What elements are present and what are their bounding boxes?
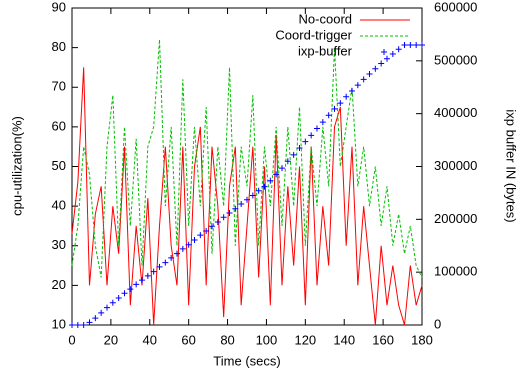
x-tick-label: 100 [256,332,278,347]
buffer-point [133,281,140,288]
buffer-point [209,223,215,230]
buffer-point [401,41,408,48]
buffer-point [378,60,385,67]
buffer-point [372,65,379,72]
y2-tick-label: 100000 [434,264,477,279]
y2-tick-label: 400000 [434,105,477,120]
buffer-point [174,250,180,257]
legend-swatch [381,49,387,55]
y2-tick-label: 200000 [434,211,477,226]
y-tick-label: 50 [52,158,66,173]
y-tick-label: 90 [52,0,66,14]
buffer-point [413,41,420,48]
buffer-point [191,236,198,243]
y2-tick-label: 0 [434,316,441,331]
buffer-point [360,76,367,83]
buffer-point [244,196,250,203]
buffer-point [226,209,233,216]
buffer-point [331,105,338,112]
buffer-point [109,299,116,306]
buffer-point [139,277,145,284]
buffer-point [389,50,396,57]
x-tick-label: 60 [181,332,195,347]
buffer-point [337,100,344,107]
buffer-point [144,272,151,279]
buffer-point [179,245,186,252]
buffer-point [203,227,210,234]
buffer-point [279,165,285,172]
buffer-point [395,46,402,53]
buffer-point [232,205,239,212]
y-tick-label: 80 [52,39,66,54]
buffer-point [162,259,169,266]
legend-label: ixp-buffer [298,43,353,58]
buffer-point [384,55,390,62]
buffer-point [115,295,122,302]
y-tick-label: 60 [52,118,66,133]
x-tick-label: 180 [411,332,433,347]
buffer-point [349,87,355,94]
buffer-point [92,315,99,322]
buffer-point [69,322,75,328]
buffer-point [343,93,350,100]
buffer-point [104,304,110,311]
y2-tick-label: 600000 [434,0,477,14]
y-tick-label: 70 [52,79,66,94]
buffer-point [150,268,157,275]
y2-axis-label: ixp buffer IN (bytes) [504,109,519,222]
x-tick-label: 0 [68,332,75,347]
buffer-point [354,82,361,89]
x-tick-label: 20 [104,332,118,347]
x-tick-label: 40 [143,332,157,347]
plot-frame [71,7,423,326]
buffer-point [261,183,268,190]
buffer-point [238,201,245,208]
buffer-point [86,319,93,326]
y-tick-label: 40 [52,198,66,213]
buffer-point [80,322,87,328]
buffer-point [168,254,175,261]
buffer-point [419,41,425,48]
buffer-point [284,158,291,165]
buffer-point [197,232,204,239]
x-tick-label: 140 [333,332,355,347]
y-tick-label: 10 [52,316,66,331]
buffer-point [267,177,274,184]
buffer-point [220,214,227,221]
buffer-point [319,119,326,126]
buffer-point [249,192,256,199]
buffer-point [121,290,128,297]
buffer-point [273,171,280,178]
buffer-point [255,187,262,194]
buffer-point [314,125,320,132]
legend-label: No-coord [299,11,352,26]
y-tick-label: 30 [52,237,66,252]
buffer-point [302,138,309,145]
x-tick-label: 80 [220,332,234,347]
buffer-point [98,309,105,316]
buffer-point [74,322,81,328]
y2-tick-label: 300000 [434,158,477,173]
y-tick-label: 20 [52,277,66,292]
series-line [71,39,423,278]
buffer-point [366,71,373,78]
buffer-point [308,132,315,139]
x-tick-label: 160 [372,332,394,347]
buffer-point [214,218,221,225]
buffer-point [325,112,332,119]
x-axis-label: Time (secs) [213,353,280,368]
y2-tick-label: 500000 [434,52,477,67]
buffer-point [185,241,192,248]
series-line [71,67,423,326]
buffer-point [290,151,297,158]
buffer-point [296,145,303,152]
y-axis-label: cpu-utilization(%) [9,116,24,216]
buffer-point [127,286,134,293]
x-tick-label: 120 [294,332,316,347]
buffer-point [407,41,414,48]
legend-label: Coord-trigger [275,27,352,42]
buffer-point [156,263,163,270]
